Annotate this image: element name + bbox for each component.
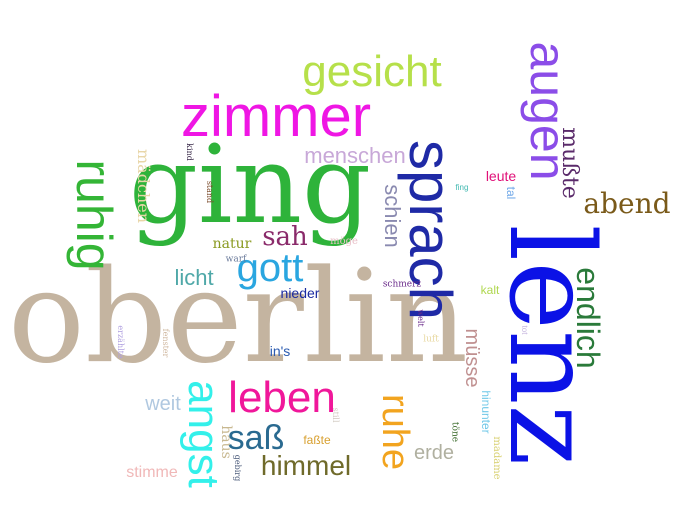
word-4: sprach xyxy=(397,139,464,321)
word-22: licht xyxy=(174,265,214,290)
word-42: tot xyxy=(520,325,529,335)
word-39: erzählte xyxy=(116,325,125,359)
word-1: oberlin xyxy=(7,243,469,392)
word-7: gesicht xyxy=(302,47,442,96)
word-40: luft xyxy=(423,334,439,345)
word-26: stimme xyxy=(126,464,178,481)
word-50: gebirg xyxy=(233,454,242,482)
word-23: müsse xyxy=(461,328,483,388)
word-45: fing xyxy=(455,183,469,192)
word-13: endlich xyxy=(570,267,606,369)
word-14: abend xyxy=(583,187,671,220)
word-27: haus xyxy=(218,425,234,459)
word-46: stand xyxy=(205,180,214,204)
word-34: kalt xyxy=(480,283,500,297)
word-31: in's xyxy=(269,343,291,359)
word-8: ruhig xyxy=(66,159,122,271)
word-19: schien xyxy=(380,184,405,248)
word-38: fenster xyxy=(161,328,170,358)
word-43: schmerz xyxy=(382,279,422,290)
word-41: töne xyxy=(449,421,460,443)
word-44: welt xyxy=(416,309,425,327)
word-15: himmel xyxy=(260,450,352,481)
word-33: tal xyxy=(504,186,518,200)
word-30: nieder xyxy=(280,285,320,301)
word-32: hinunter xyxy=(479,390,493,434)
word-11: leben xyxy=(228,373,336,422)
word-37: möge xyxy=(330,236,358,247)
word-12: gott xyxy=(236,246,304,290)
word-36: madame xyxy=(491,436,502,480)
word-18: mußte xyxy=(557,127,582,199)
word-49: still xyxy=(331,407,340,423)
word-5: zimmer xyxy=(180,84,372,149)
word-29: natur xyxy=(212,236,252,252)
word-16: saß xyxy=(227,419,285,457)
word-28: leute xyxy=(485,168,517,184)
word-48: warf xyxy=(225,254,247,265)
word-17: menschen xyxy=(304,143,406,168)
word-3: ging xyxy=(128,123,372,248)
word-10: ruhe xyxy=(374,393,416,471)
word-25: erde xyxy=(413,442,455,464)
word-20: mädchen xyxy=(134,149,153,223)
word-24: weit xyxy=(145,393,181,415)
word-21: sah xyxy=(262,222,308,252)
word-35: faßte xyxy=(303,433,331,447)
word-47: kind xyxy=(185,143,194,161)
